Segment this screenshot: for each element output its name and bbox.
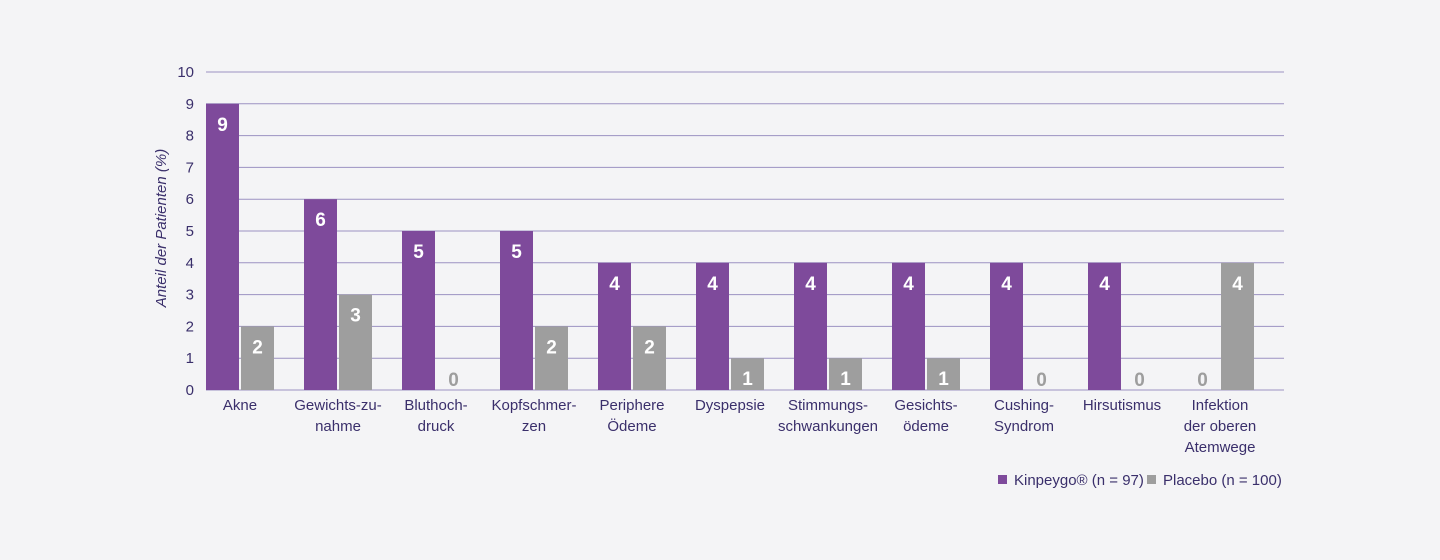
bar-value-label: 6 <box>315 210 326 231</box>
bar-value-label: 0 <box>1036 370 1047 391</box>
bar-value-label: 4 <box>1001 274 1012 295</box>
y-tick-label: 6 <box>186 191 194 208</box>
gridlines <box>206 71 1284 391</box>
x-category-label: Periphere <box>599 397 664 414</box>
bar-kinpeygo <box>206 103 239 391</box>
bar-kinpeygo <box>500 231 533 390</box>
y-axis-ticks: 0 1 2 3 4 5 6 7 8 9 10 <box>177 64 194 399</box>
x-category-label: druck <box>418 418 455 435</box>
x-category-label: Syndrom <box>994 418 1054 435</box>
x-category-label: Gewichts-zu- <box>294 397 382 414</box>
bar-kinpeygo <box>696 262 729 390</box>
bar-placebo <box>241 326 274 390</box>
bar-value-label: 1 <box>742 369 753 390</box>
legend-label-placebo: Placebo (n = 100) <box>1163 472 1282 489</box>
bar-value-label: 5 <box>511 242 522 263</box>
bar-value-label: 4 <box>1099 274 1110 295</box>
bar-kinpeygo <box>990 262 1023 390</box>
x-category-label: ödeme <box>903 418 949 435</box>
x-category-label: schwankungen <box>778 418 878 435</box>
x-category-label: Gesichts- <box>894 397 957 414</box>
bar-value-label: 9 <box>217 115 228 136</box>
y-axis-label: Anteil der Patienten (%) <box>153 149 170 308</box>
x-category-label: Dyspepsie <box>695 397 765 414</box>
bar-placebo <box>829 358 862 390</box>
bar-value-label: 0 <box>1197 370 1208 391</box>
bars: 9 2 6 3 5 0 5 2 4 2 4 1 4 1 4 1 4 0 4 0 0 4 <box>206 103 1254 391</box>
y-tick-label: 1 <box>186 350 194 367</box>
bar-kinpeygo <box>794 262 827 390</box>
x-category-label: Stimmungs- <box>788 397 868 414</box>
x-axis-categories: Akne Gewichts-zu-nahme Bluthoch-druck Kopfs… <box>223 397 1256 456</box>
y-tick-label: 8 <box>186 128 194 145</box>
bar-value-label: 4 <box>903 274 914 295</box>
bar-kinpeygo <box>304 199 337 390</box>
y-tick-label: 4 <box>186 255 194 272</box>
bar-placebo <box>731 358 764 390</box>
y-tick-label: 5 <box>186 223 194 240</box>
bar-value-label: 4 <box>1232 274 1243 295</box>
x-category-label: Cushing- <box>994 397 1054 414</box>
bar-value-label: 1 <box>840 369 851 390</box>
bar-value-label: 4 <box>707 274 718 295</box>
bar-placebo <box>927 358 960 390</box>
x-category-label: nahme <box>315 418 361 435</box>
bar-placebo <box>535 326 568 390</box>
bar-value-label: 2 <box>252 337 263 358</box>
bar-placebo <box>339 294 372 390</box>
legend-swatch-kinpeygo <box>998 475 1007 484</box>
bar-value-label: 2 <box>644 337 655 358</box>
x-category-label: Bluthoch- <box>404 397 467 414</box>
x-category-label: zen <box>522 418 546 435</box>
x-category-label: Kopfschmer- <box>491 397 576 414</box>
legend-label-kinpeygo: Kinpeygo® (n = 97) <box>1014 472 1144 489</box>
bar-kinpeygo <box>892 262 925 390</box>
bar-kinpeygo <box>598 262 631 390</box>
legend: Kinpeygo® (n = 97) Placebo (n = 100) <box>998 472 1282 489</box>
bar-value-label: 5 <box>413 242 424 263</box>
bar-value-label: 0 <box>1134 370 1145 391</box>
y-tick-label: 0 <box>186 382 194 399</box>
bar-value-label: 1 <box>938 369 949 390</box>
x-category-label: Infektion <box>1192 397 1249 414</box>
bar-value-label: 0 <box>448 370 459 391</box>
bar-placebo <box>633 326 666 390</box>
bar-kinpeygo <box>402 231 435 390</box>
y-tick-label: 10 <box>177 64 194 81</box>
bar-kinpeygo <box>1088 262 1121 390</box>
bar-value-label: 4 <box>805 274 816 295</box>
bar-value-label: 4 <box>609 274 620 295</box>
x-category-label: Atemwege <box>1185 439 1256 456</box>
y-tick-label: 2 <box>186 318 194 335</box>
legend-swatch-placebo <box>1147 475 1156 484</box>
bar-value-label: 2 <box>546 337 557 358</box>
y-tick-label: 7 <box>186 159 194 176</box>
x-category-label: der oberen <box>1184 418 1257 435</box>
bar-placebo <box>1221 262 1254 390</box>
x-category-label: Hirsutismus <box>1083 397 1161 414</box>
y-tick-label: 3 <box>186 287 194 304</box>
x-category-label: Akne <box>223 397 257 414</box>
bar-value-label: 3 <box>350 306 361 327</box>
x-category-label: Ödeme <box>607 417 656 435</box>
y-tick-label: 9 <box>186 96 194 113</box>
